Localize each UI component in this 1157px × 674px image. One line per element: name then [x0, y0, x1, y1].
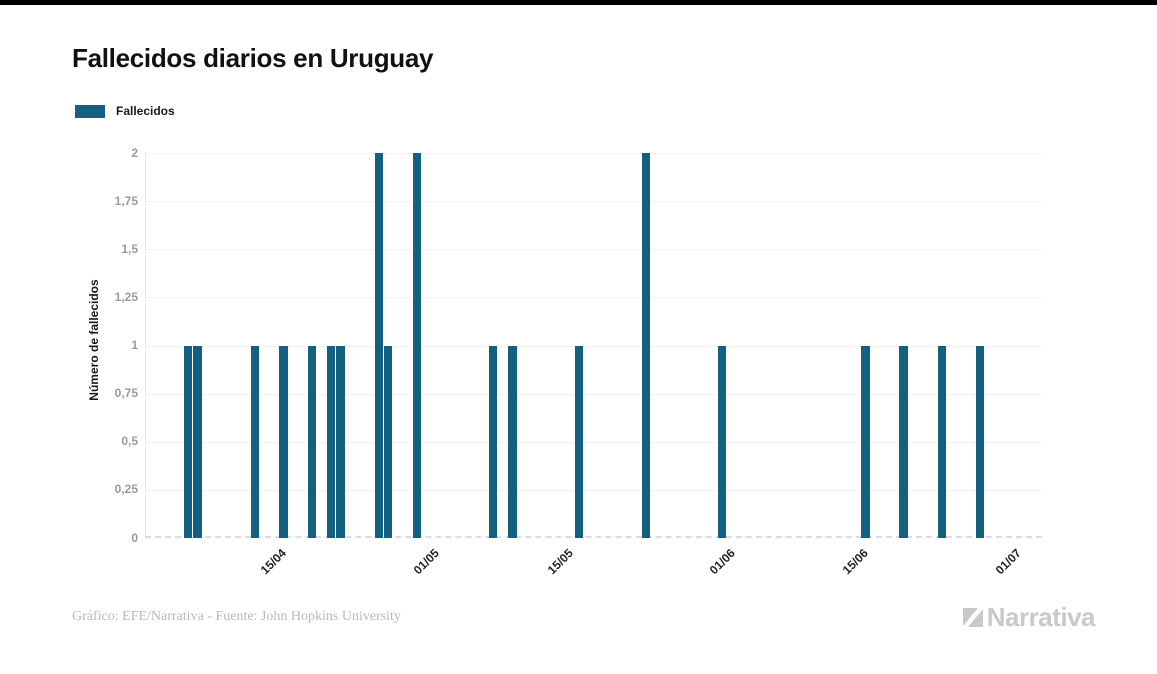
- y-tick-label: 0: [131, 530, 138, 545]
- y-tick-label: 2: [131, 145, 138, 160]
- bar-25-05[interactable]: [641, 153, 651, 538]
- gridline: [145, 489, 1042, 491]
- legend-swatch-icon: [75, 104, 105, 118]
- gridline: [145, 297, 1042, 299]
- x-tick-label: 15/05: [544, 546, 576, 578]
- plot-area: [145, 153, 1042, 538]
- x-tick-label: 01/06: [706, 546, 738, 578]
- x-tick-label: 15/04: [258, 546, 290, 578]
- y-tick-label: 1,5: [121, 241, 138, 256]
- gridline: [145, 249, 1042, 251]
- bar-08-04[interactable]: [193, 345, 202, 538]
- y-tick-label: 0,5: [121, 434, 138, 449]
- bar-25-06[interactable]: [937, 345, 946, 538]
- x-tick-label: 15/06: [840, 546, 872, 578]
- y-tick-label: 1,75: [114, 193, 138, 208]
- gridline: [145, 201, 1042, 203]
- gridline: [145, 153, 1042, 154]
- bar-17-04[interactable]: [279, 345, 288, 538]
- bar-14-04[interactable]: [250, 345, 259, 538]
- narrativa-logo-n-icon: [962, 607, 983, 627]
- bar-21-06[interactable]: [899, 345, 908, 538]
- y-tick-label: 0,75: [114, 386, 138, 401]
- bar-23-04[interactable]: [336, 345, 345, 538]
- bar-02-06[interactable]: [718, 345, 727, 538]
- x-tick-label: 01/05: [410, 546, 442, 578]
- narrativa-logo-text: Narrativa: [986, 602, 1096, 632]
- y-axis-line: [145, 153, 146, 538]
- y-tick-label: 0,25: [114, 482, 138, 497]
- gridline: [145, 393, 1042, 395]
- bar-11-05[interactable]: [508, 345, 517, 538]
- chart-title: Fallecidos diarios en Uruguay: [72, 43, 434, 73]
- credit-text: Gráfico: EFE/Narrativa - Fuente: John Ho…: [72, 609, 401, 624]
- bar-20-04[interactable]: [307, 345, 317, 538]
- bar-22-04[interactable]: [326, 345, 336, 538]
- gridline: [145, 441, 1042, 443]
- y-tick-label: 1,25: [114, 289, 138, 304]
- bar-07-04[interactable]: [183, 345, 193, 538]
- y-tick-label: 1: [131, 338, 138, 352]
- bar-01-05[interactable]: [412, 153, 422, 538]
- bar-17-06[interactable]: [861, 345, 870, 538]
- legend[interactable]: Fallecidos: [75, 104, 175, 118]
- bar-09-05[interactable]: [489, 345, 498, 538]
- narrativa-logo: Narrativa: [961, 602, 1096, 633]
- gridline: [145, 345, 1042, 347]
- bar-18-05[interactable]: [575, 345, 584, 538]
- x-axis-baseline: [145, 536, 1042, 538]
- legend-label: Fallecidos: [116, 104, 175, 118]
- bar-27-04[interactable]: [374, 153, 383, 538]
- top-edge-artifact: [0, 0, 1157, 5]
- bar-29-06[interactable]: [975, 345, 985, 538]
- bar-28-04[interactable]: [384, 345, 393, 538]
